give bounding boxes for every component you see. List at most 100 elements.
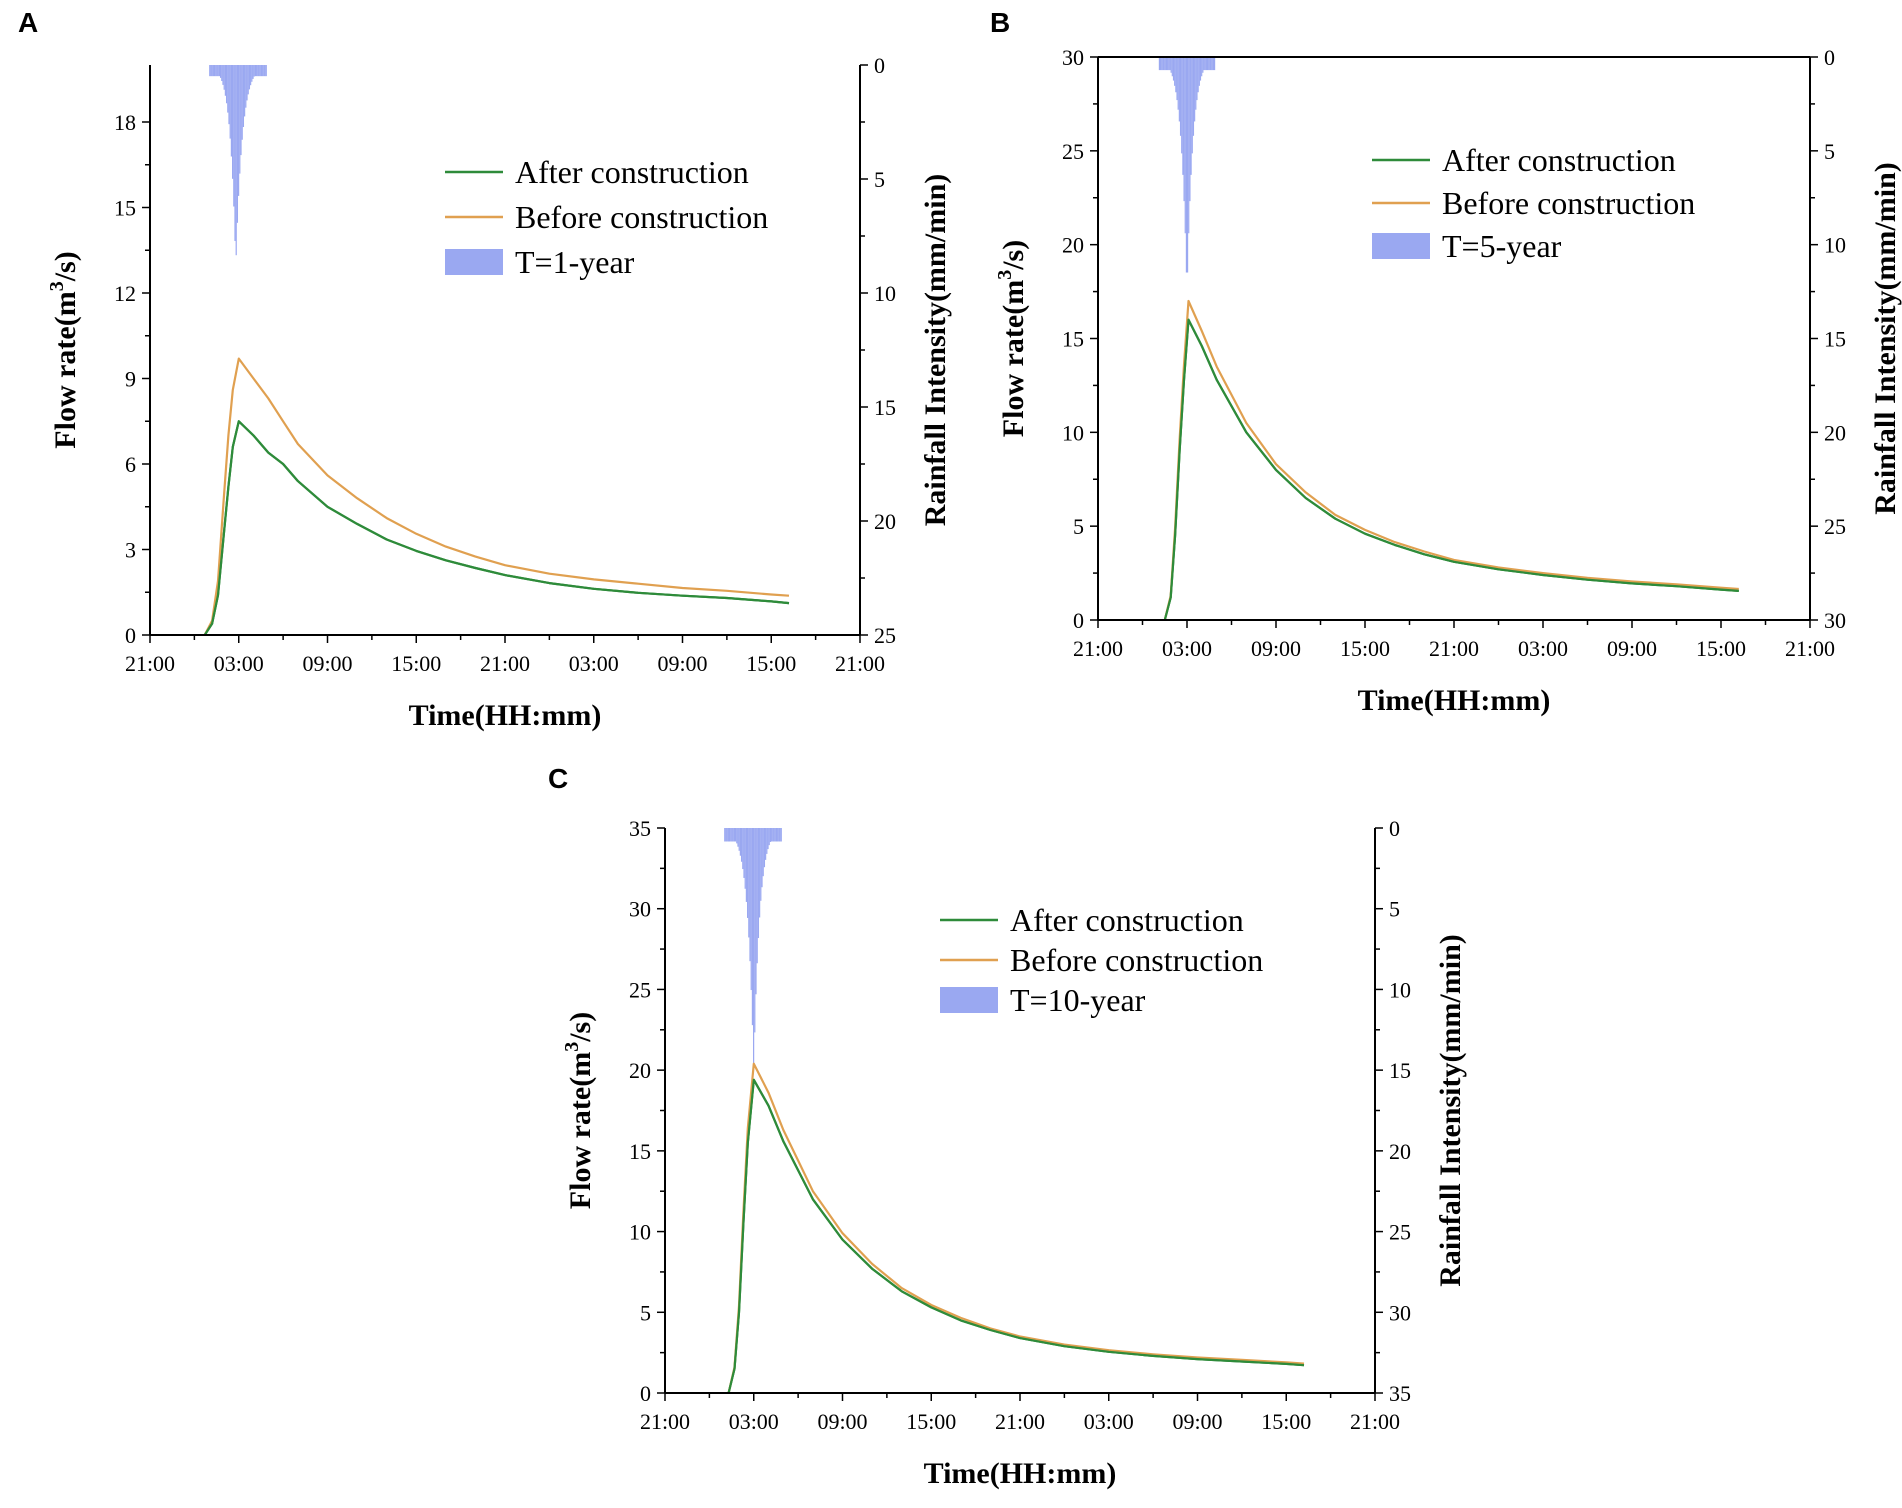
rainfall-bar — [751, 828, 754, 1026]
x-tick-label: 03:00 — [214, 651, 264, 676]
rainfall-bar — [733, 828, 735, 842]
rainfall-bar — [1210, 57, 1212, 71]
y-tick-label: 10 — [1062, 420, 1084, 445]
rainfall-bar — [256, 65, 258, 77]
series-after-construction — [727, 1078, 1305, 1394]
rainfall-bar — [778, 828, 780, 842]
x-tick-label: 15:00 — [746, 651, 796, 676]
y-tick-label: 20 — [1062, 233, 1084, 258]
y-tick-label: 25 — [629, 977, 651, 1002]
rainfall-bar — [773, 828, 775, 842]
rainfall-bar — [209, 65, 211, 77]
rainfall-bar — [211, 65, 213, 77]
y2-tick-label: 10 — [874, 281, 896, 306]
rainfall-bar — [772, 828, 774, 842]
rainfall-bar — [218, 65, 220, 77]
rainfall-bar — [260, 65, 263, 77]
x-tick-label: 09:00 — [1607, 636, 1657, 661]
x-tick-label: 21:00 — [1073, 636, 1123, 661]
rainfall-bar — [241, 65, 243, 140]
rainfall-bar — [1171, 57, 1173, 77]
rainfall-bar — [1178, 57, 1180, 122]
rainfall-bar — [1205, 57, 1207, 71]
rainfall-bar — [1182, 57, 1184, 175]
legend-swatch-rainfall — [940, 987, 998, 1013]
x-tick-label: 21:00 — [1429, 636, 1479, 661]
legend-label-rainfall: T=1-year — [515, 244, 635, 280]
legend-label-rainfall: T=10-year — [1010, 982, 1146, 1018]
rainfall-bar — [756, 828, 758, 964]
rainfall-bar — [238, 65, 240, 196]
x-tick-label: 21:00 — [125, 651, 175, 676]
series-before-construction — [1163, 299, 1739, 621]
rainfall-bar — [1204, 57, 1206, 71]
legend: After construction Before construction T=5… — [1372, 142, 1695, 264]
rainfall-bar — [227, 65, 229, 113]
panel-label: B — [990, 7, 1010, 38]
rainfall-bar — [1165, 57, 1168, 71]
rainfall-bars — [724, 828, 782, 1068]
rainfall-bar — [236, 65, 239, 223]
x-tick-label: 15:00 — [1261, 1409, 1311, 1434]
legend-label-before: Before construction — [1010, 942, 1263, 978]
x-tick-label: 03:00 — [729, 1409, 779, 1434]
rainfall-bar — [223, 65, 225, 90]
rainfall-bar — [744, 828, 746, 889]
y2-tick-label: 5 — [874, 167, 885, 192]
rainfall-bar — [225, 65, 228, 104]
rainfall-bar — [222, 65, 224, 85]
rainfall-bar — [1183, 57, 1185, 202]
rainfall-bar — [244, 65, 246, 117]
rainfall-bar — [1188, 57, 1190, 234]
series-after-construction-overlay — [1163, 318, 1739, 621]
y-tick-label: 3 — [125, 538, 136, 563]
rainfall-bar — [1191, 57, 1193, 154]
rainfall-bar — [253, 65, 255, 77]
rainfall-bar — [257, 65, 259, 77]
rainfall-bar — [248, 65, 251, 90]
x-axis-title: Time(HH:mm) — [924, 1457, 1117, 1490]
legend-label-rainfall: T=5-year — [1442, 228, 1562, 264]
y-tick-label: 6 — [125, 452, 136, 477]
rainfall-bar — [779, 828, 781, 842]
y2-tick-label: 0 — [874, 53, 885, 78]
y-tick-label: 5 — [640, 1300, 651, 1325]
chart-panel-c: C 21:00 03:00 09:00 15:00 21:00 03:00 09:00 15:0… — [548, 763, 1467, 1490]
rainfall-bar — [1172, 57, 1175, 81]
x-tick-label: 21:00 — [995, 1409, 1045, 1434]
rainfall-bar — [1194, 57, 1196, 122]
x-tick-label: 03:00 — [1084, 1409, 1134, 1434]
y-axis-title: Flow rate(m3/s) — [561, 1012, 597, 1209]
y2-tick-label: 10 — [1389, 977, 1411, 1002]
legend-label-before: Before construction — [515, 199, 768, 235]
rainfall-bar — [749, 828, 751, 962]
rainfall-bar — [247, 65, 249, 95]
chart-panel-a: A 21:00 03:00 09:00 15:00 21:00 03:00 09:00 15:0… — [18, 7, 952, 732]
series-after-construction — [1163, 318, 1739, 621]
y2-tick-label: 25 — [1389, 1220, 1411, 1245]
legend-label-after: After construction — [515, 154, 749, 190]
rainfall-bar — [767, 828, 769, 850]
rainfall-bar — [210, 65, 212, 77]
rainfall-bar — [1209, 57, 1211, 71]
rainfall-bar — [252, 65, 254, 79]
y-tick-label: 15 — [629, 1139, 651, 1164]
y2-tick-label: 15 — [874, 395, 896, 420]
rainfall-bar — [775, 828, 778, 842]
rainfall-bar — [760, 828, 762, 901]
y-tick-label: 10 — [629, 1220, 651, 1245]
y2-tick-label: 25 — [874, 623, 896, 648]
legend: After construction Before construction T=1… — [940, 902, 1263, 1018]
y2-axis-title: Rainfall Intensity(mm/min) — [1434, 934, 1467, 1287]
rainfall-bar — [228, 65, 230, 125]
series-before-construction — [203, 357, 790, 636]
x-tick-label: 15:00 — [1340, 636, 1390, 661]
legend-label-after: After construction — [1010, 902, 1244, 938]
rainfall-bar — [250, 65, 252, 86]
y2-tick-label: 20 — [874, 509, 896, 534]
rainfall-bar — [742, 828, 744, 870]
x-tick-label: 21:00 — [835, 651, 885, 676]
x-tick-label: 21:00 — [1785, 636, 1835, 661]
rainfall-bar — [1181, 57, 1183, 154]
x-tick-label: 15:00 — [391, 651, 441, 676]
